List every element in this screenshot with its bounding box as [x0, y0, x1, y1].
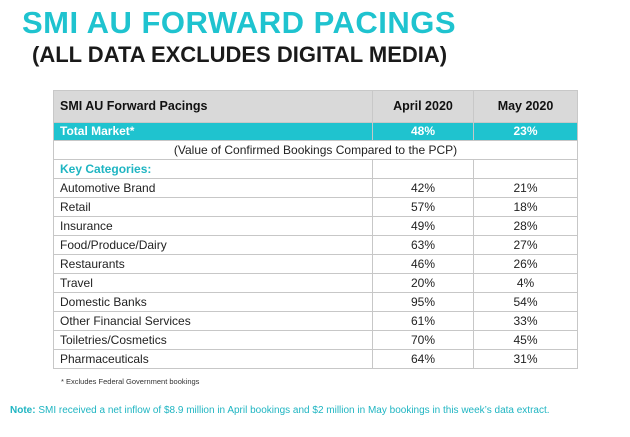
april-value: 57% — [372, 197, 474, 217]
table-row: Automotive Brand 42% 21% — [53, 178, 578, 198]
category-name: Pharmaceuticals — [53, 349, 373, 369]
category-name: Restaurants — [53, 254, 373, 274]
table-row: Other Financial Services 61% 33% — [53, 311, 578, 331]
total-label: Total Market* — [53, 122, 373, 141]
key-categories-row: Key Categories: — [53, 159, 578, 179]
category-name: Food/Produce/Dairy — [53, 235, 373, 255]
may-value: 28% — [473, 216, 578, 236]
header-april: April 2020 — [372, 90, 474, 123]
note-text: SMI received a net inflow of $8.9 millio… — [35, 405, 550, 416]
empty-cell — [473, 159, 578, 179]
april-value: 63% — [372, 235, 474, 255]
table-header-row: SMI AU Forward Pacings April 2020 May 20… — [53, 90, 578, 123]
category-name: Insurance — [53, 216, 373, 236]
pacings-table: SMI AU Forward Pacings April 2020 May 20… — [53, 90, 578, 369]
may-value: 18% — [473, 197, 578, 217]
category-name: Other Financial Services — [53, 311, 373, 331]
may-value: 31% — [473, 349, 578, 369]
april-value: 20% — [372, 273, 474, 293]
may-value: 26% — [473, 254, 578, 274]
may-value: 4% — [473, 273, 578, 293]
category-name: Automotive Brand — [53, 178, 373, 198]
table-row: Insurance 49% 28% — [53, 216, 578, 236]
table-row: Travel 20% 4% — [53, 273, 578, 293]
may-value: 54% — [473, 292, 578, 312]
category-name: Domestic Banks — [53, 292, 373, 312]
april-value: 95% — [372, 292, 474, 312]
april-value: 64% — [372, 349, 474, 369]
note-label: Note: — [10, 405, 36, 416]
pacings-table-container: SMI AU Forward Pacings April 2020 May 20… — [53, 90, 578, 369]
bookings-note: (Value of Confirmed Bookings Compared to… — [53, 140, 578, 160]
page-subtitle: (ALL DATA EXCLUDES DIGITAL MEDIA) — [32, 42, 448, 67]
table-row: Retail 57% 18% — [53, 197, 578, 217]
april-value: 61% — [372, 311, 474, 331]
may-value: 45% — [473, 330, 578, 350]
empty-cell — [372, 159, 474, 179]
page-title: SMI AU FORWARD PACINGS — [22, 5, 457, 40]
category-name: Retail — [53, 197, 373, 217]
april-value: 46% — [372, 254, 474, 274]
april-value: 42% — [372, 178, 474, 198]
may-value: 33% — [473, 311, 578, 331]
footnote: * Excludes Federal Government bookings — [61, 377, 200, 386]
category-name: Travel — [53, 273, 373, 293]
total-may: 23% — [473, 122, 578, 141]
bottom-note: Note: SMI received a net inflow of $8.9 … — [10, 405, 550, 416]
header-may: May 2020 — [473, 90, 578, 123]
total-market-row: Total Market* 48% 23% — [53, 122, 578, 141]
may-value: 21% — [473, 178, 578, 198]
table-row: Domestic Banks 95% 54% — [53, 292, 578, 312]
bookings-note-row: (Value of Confirmed Bookings Compared to… — [53, 140, 578, 160]
category-name: Toiletries/Cosmetics — [53, 330, 373, 350]
table-row: Pharmaceuticals 64% 31% — [53, 349, 578, 369]
table-row: Food/Produce/Dairy 63% 27% — [53, 235, 578, 255]
key-categories-label: Key Categories: — [53, 159, 373, 179]
may-value: 27% — [473, 235, 578, 255]
total-april: 48% — [372, 122, 474, 141]
april-value: 49% — [372, 216, 474, 236]
header-name: SMI AU Forward Pacings — [53, 90, 373, 123]
april-value: 70% — [372, 330, 474, 350]
table-row: Toiletries/Cosmetics 70% 45% — [53, 330, 578, 350]
table-row: Restaurants 46% 26% — [53, 254, 578, 274]
